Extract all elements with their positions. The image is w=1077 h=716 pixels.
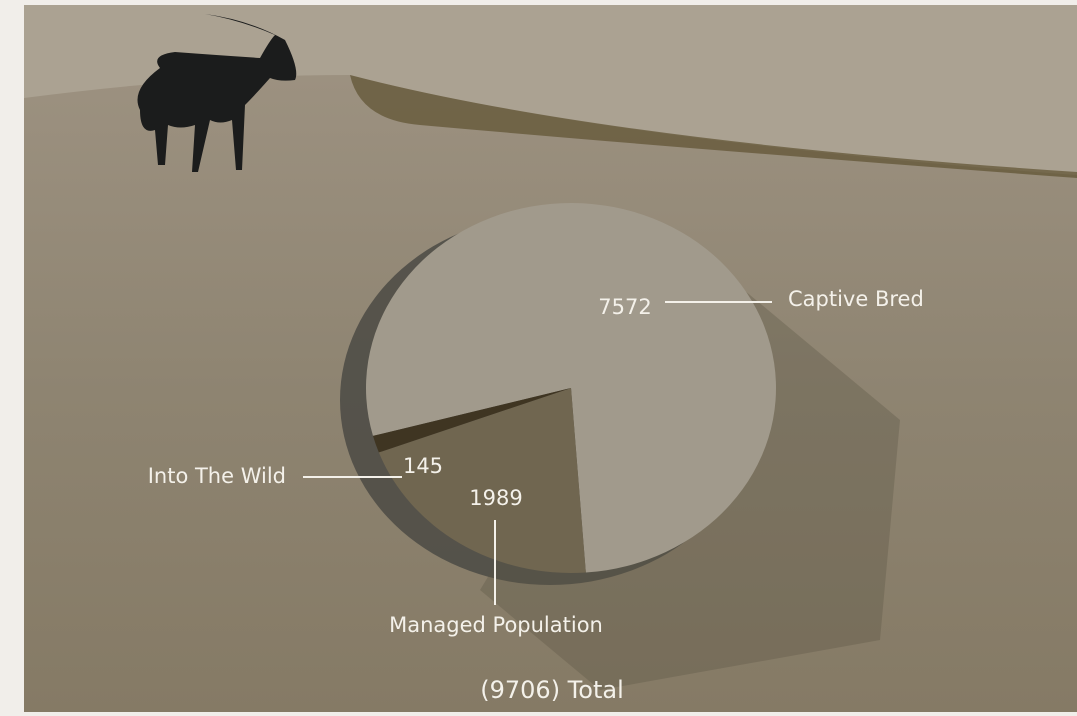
pie <box>366 203 776 573</box>
page: 7572 Captive Bred 1989 Managed Populatio… <box>0 0 1077 712</box>
category-label: Captive Bred <box>788 287 924 311</box>
value-label: 1989 <box>469 486 522 510</box>
total-label: (9706) Total <box>480 676 623 704</box>
category-label: Into The Wild <box>148 464 286 488</box>
value-label: 7572 <box>598 295 651 319</box>
value-label: 145 <box>403 454 443 478</box>
chart: 7572 Captive Bred 1989 Managed Populatio… <box>0 0 1077 712</box>
category-label: Managed Population <box>389 613 603 637</box>
